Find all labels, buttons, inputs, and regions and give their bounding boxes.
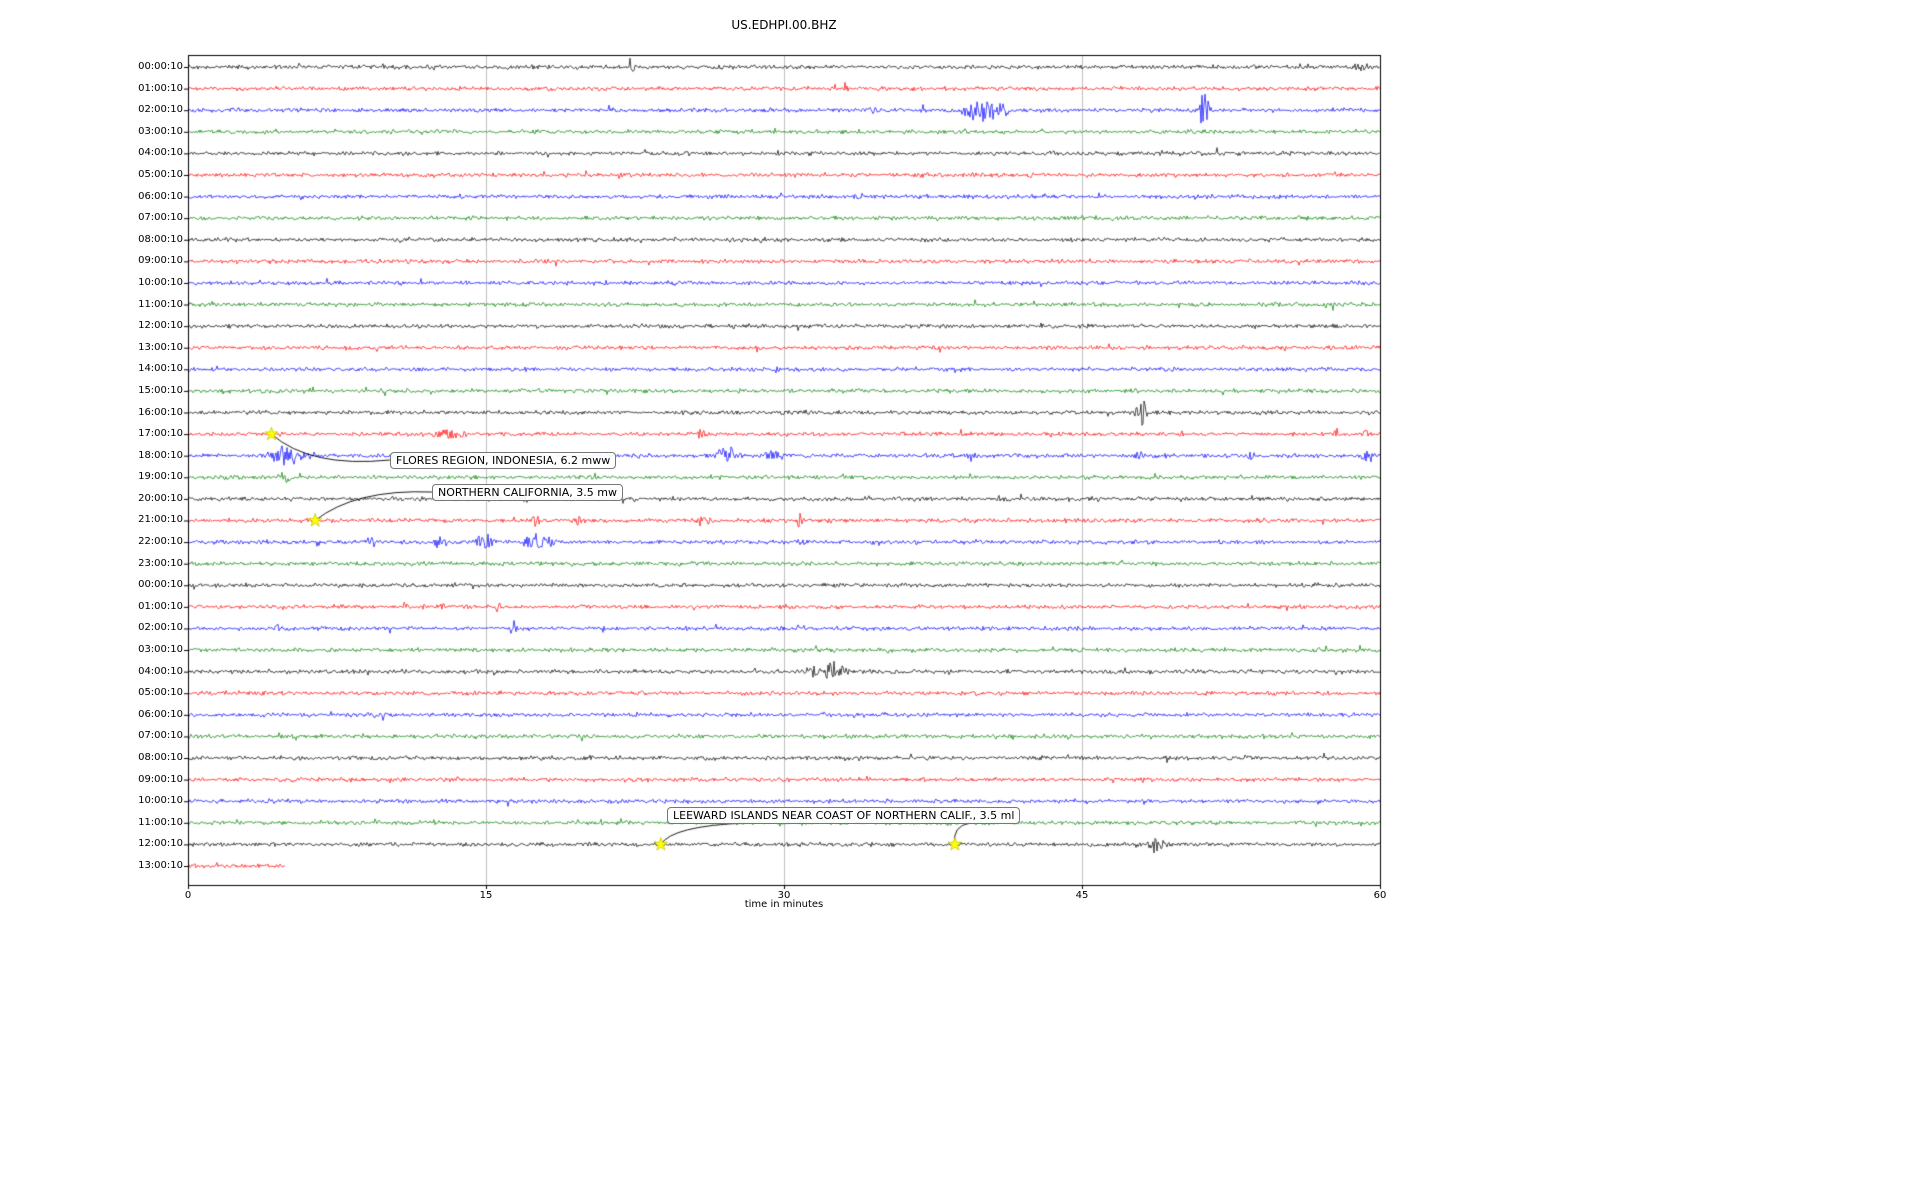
row-label: 10:00:10 (138, 276, 183, 288)
event-annotation: FLORES REGION, INDONESIA, 6.2 mww (390, 452, 617, 469)
x-axis-label: time in minutes (744, 899, 824, 910)
x-tick-label: 60 (1373, 890, 1387, 901)
row-label: 11:00:10 (138, 816, 183, 828)
page-title: US.EDHPI.00.BHZ (731, 18, 837, 32)
row-label: 13:00:10 (138, 860, 183, 871)
row-label: 12:00:10 (138, 320, 183, 332)
row-label: 15:00:10 (138, 384, 183, 396)
x-tick-label: 30 (777, 890, 791, 901)
row-label: 06:00:10 (138, 190, 183, 202)
row-label: 03:00:10 (138, 644, 183, 656)
x-tick-label: 0 (184, 890, 192, 901)
row-label: 09:00:10 (138, 773, 183, 785)
row-label: 14:00:10 (138, 363, 183, 375)
row-label: 10:00:10 (138, 795, 183, 807)
row-label: 16:00:10 (138, 406, 183, 418)
row-label: 17:00:10 (138, 428, 183, 440)
row-label: 02:00:10 (138, 622, 183, 634)
row-label: 02:00:10 (138, 104, 183, 116)
row-label: 00:00:10 (138, 579, 183, 591)
row-label: 20:00:10 (138, 492, 183, 504)
row-label: 11:00:10 (138, 298, 183, 310)
row-label: 00:00:10 (138, 61, 183, 72)
row-label: 04:00:10 (138, 147, 183, 159)
row-label: 04:00:10 (138, 665, 183, 677)
x-tick-label: 15 (479, 890, 493, 901)
row-label: 23:00:10 (138, 557, 183, 569)
row-label: 01:00:10 (138, 82, 183, 94)
event-annotation: NORTHERN CALIFORNIA, 3.5 mw (432, 484, 623, 501)
event-annotation: LEEWARD ISLANDS NEAR COAST OF NORTHERN C… (667, 807, 1021, 824)
row-label: 07:00:10 (138, 730, 183, 742)
row-label: 21:00:10 (138, 514, 183, 526)
row-label: 07:00:10 (138, 212, 183, 224)
row-label: 05:00:10 (138, 687, 183, 699)
row-label: 18:00:10 (138, 449, 183, 461)
row-label: 01:00:10 (138, 600, 183, 612)
row-label: 08:00:10 (138, 752, 183, 764)
row-label: 06:00:10 (138, 708, 183, 720)
row-label: 03:00:10 (138, 125, 183, 137)
row-label: 09:00:10 (138, 255, 183, 267)
row-label: 13:00:10 (138, 341, 183, 353)
row-label: 19:00:10 (138, 471, 183, 483)
row-label: 12:00:10 (138, 838, 183, 850)
row-label: 08:00:10 (138, 233, 183, 245)
row-label: 22:00:10 (138, 536, 183, 548)
x-tick-label: 45 (1075, 890, 1089, 901)
row-label: 05:00:10 (138, 168, 183, 180)
